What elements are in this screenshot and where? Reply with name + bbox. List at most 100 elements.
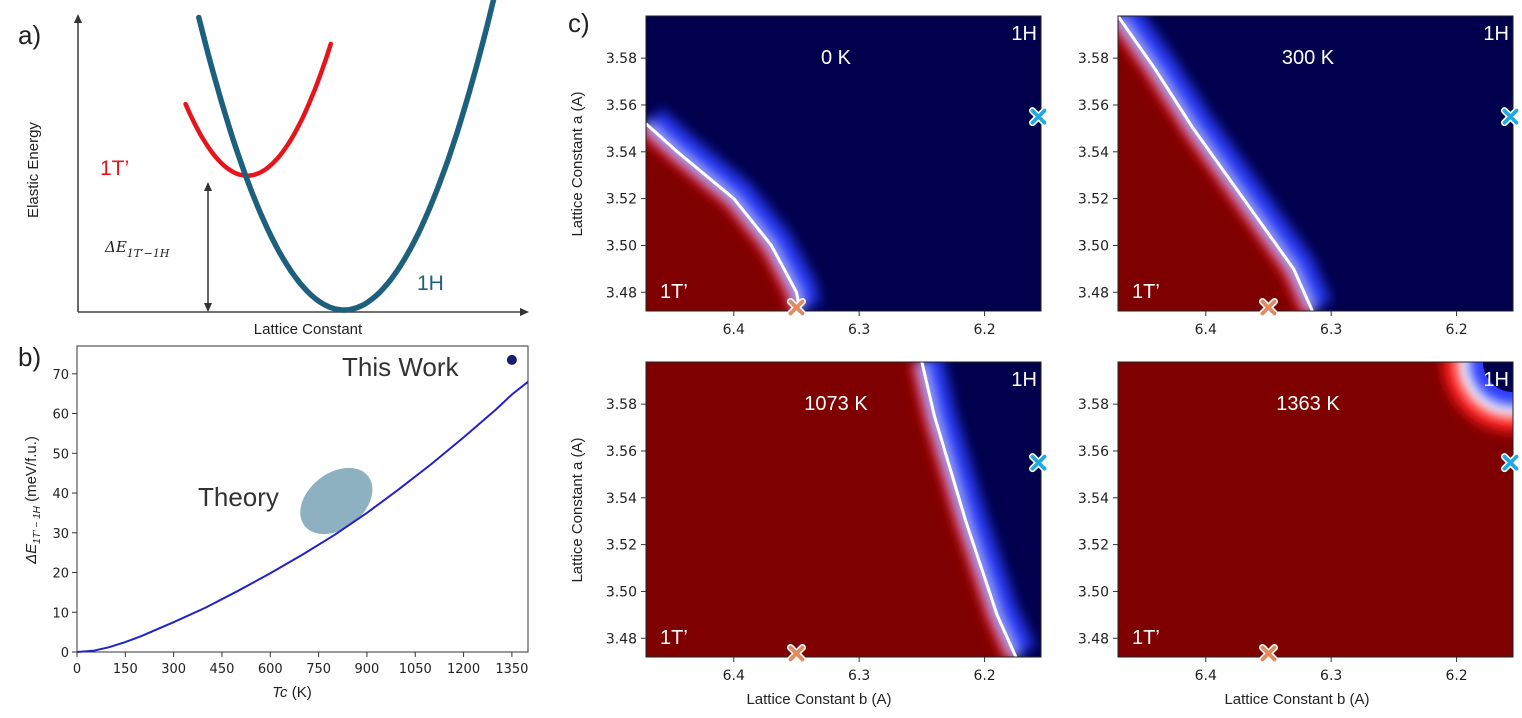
phase-map-area — [646, 362, 1041, 657]
panel-c-x-tick-label: 6.3 — [848, 668, 870, 684]
panel-c-y-tick-label: 3.52 — [606, 192, 637, 208]
panel-letter-c: c) — [568, 8, 590, 38]
panel-c-y-tick-label: 3.54 — [606, 491, 637, 507]
panel-c-y-tick-label: 3.58 — [606, 51, 637, 67]
phase-map-frame — [1117, 361, 1514, 658]
panel-a-elastic-energy: Elastic Energy Lattice Constant 1T’ 1H Δ… — [25, 0, 529, 338]
phase-map-frame — [1117, 15, 1514, 312]
label-1t-region: 1T’ — [1132, 281, 1160, 303]
boundary-line — [1118, 16, 1314, 311]
panel-c-y-tick-label: 3.54 — [1078, 145, 1109, 161]
panel-c-x-tick-label: 6.3 — [1320, 668, 1342, 684]
panel-c-y-tick-label: 3.56 — [1078, 444, 1109, 460]
panel-c-y-tick-label: 3.48 — [606, 631, 637, 647]
phase-1h-region — [1118, 16, 1513, 311]
panel-c-y-tick-label: 3.56 — [1078, 98, 1109, 114]
phase-map-1: 3.48 3.50 3.52 3.54 3.56 3.58 6.4 6.3 6.2 300 K 1H… — [1078, 15, 1520, 338]
marker-1t-experiment — [1258, 643, 1278, 663]
panel-b-x-tick-label: 300 — [161, 662, 186, 677]
panel-b-x-tick-label: 150 — [113, 662, 138, 677]
phase-map-area — [646, 16, 1041, 311]
panel-b-x-tick-label: 0 — [73, 662, 81, 677]
label-1h-region: 1H — [1011, 369, 1037, 391]
label-1t-prime: 1T’ — [100, 157, 129, 180]
label-1h-region: 1H — [1483, 23, 1509, 45]
panel-b-x-tick-label: 900 — [355, 662, 380, 677]
panel-b-y-tick-label: 30 — [52, 527, 69, 542]
phase-1h-region — [646, 16, 1041, 311]
panel-c-y-tick-label: 3.56 — [606, 444, 637, 460]
panel-b-delta-e-vs-tc: 0 150 300 450 600 750 900 1050 1200 1350 0 10 20 30 40… — [23, 345, 529, 701]
temperature-label: 300 K — [1282, 47, 1335, 69]
marker-1h-experiment — [1500, 453, 1520, 473]
panel-b-x-tick-label: 450 — [210, 662, 235, 677]
phase-1h-region — [1483, 362, 1513, 392]
panel-c-y-label-top: Lattice Constant a (A) — [569, 91, 586, 236]
temperature-label: 0 K — [821, 47, 852, 69]
panel-c-phase-maps: 3.48 3.50 3.52 3.54 3.56 3.58 6.4 6.3 6.2 0 K 1H 1T… — [606, 15, 1520, 684]
marker-1h-experiment — [1500, 107, 1520, 127]
panel-c-y-tick-label: 3.58 — [606, 397, 637, 413]
marker-1t-experiment — [786, 643, 806, 663]
phase-map-area — [1118, 16, 1513, 311]
panel-c-x-tick-label: 6.2 — [1445, 322, 1467, 338]
panel-c-y-tick-label: 3.58 — [1078, 397, 1109, 413]
panel-c-y-tick-label: 3.58 — [1078, 51, 1109, 67]
phase-map-3: 3.48 3.50 3.52 3.54 3.56 3.58 6.4 6.3 6.2 1363 K 1… — [1078, 361, 1520, 684]
panel-b-x-label: Tc (K) — [272, 684, 311, 701]
tc-curve — [76, 381, 529, 653]
label-1h-region: 1H — [1011, 23, 1037, 45]
label-1t-region: 1T’ — [1132, 627, 1160, 649]
boundary-blue — [916, 362, 1035, 657]
marker-1t-experiment — [1258, 297, 1278, 317]
phase-map-frame — [645, 15, 1042, 312]
panel-c-x-tick-label: 6.4 — [1195, 322, 1217, 338]
temperature-label: 1363 K — [1276, 393, 1340, 415]
panel-c-y-tick-label: 3.48 — [1078, 631, 1109, 647]
panel-c-x-tick-label: 6.4 — [723, 668, 745, 684]
boundary-blue — [1118, 16, 1332, 311]
this-work-point — [506, 354, 517, 365]
panel-b-ticks: 0 150 300 450 600 750 900 1050 1200 1350 0 10 20 30 40… — [52, 368, 528, 677]
panel-c-x-tick-label: 6.2 — [973, 322, 995, 338]
panel-c-y-tick-label: 3.54 — [606, 145, 637, 161]
panel-a-y-label: Elastic Energy — [25, 122, 42, 218]
panel-b-x-tick-label: 600 — [258, 662, 283, 677]
panel-b-x-tick-label: 1050 — [399, 662, 432, 677]
curve-1h — [196, 0, 497, 313]
panel-b-y-tick-label: 0 — [61, 646, 69, 661]
panel-a-x-label: Lattice Constant — [254, 321, 363, 338]
panel-c-y-tick-label: 3.50 — [1078, 238, 1109, 254]
boundary-blue — [646, 109, 820, 309]
this-work-label: This Work — [342, 352, 460, 382]
panel-c-x-tick-label: 6.2 — [1445, 668, 1467, 684]
panel-c-y-label-bottom: Lattice Constant a (A) — [569, 437, 586, 582]
panel-b-y-tick-label: 40 — [52, 487, 69, 502]
panel-b-y-label-main: ΔE — [23, 543, 40, 565]
panel-letter-a: a) — [18, 20, 41, 50]
panel-b-frame — [76, 345, 529, 653]
boundary-line — [920, 362, 1018, 657]
label-1t-region: 1T’ — [660, 281, 688, 303]
panel-c-y-tick-label: 3.50 — [606, 238, 637, 254]
panel-c-x-label-left: Lattice Constant b (A) — [746, 691, 891, 708]
panel-letter-b: b) — [18, 342, 41, 372]
curve-1t-prime — [183, 41, 334, 178]
panel-c-y-tick-label: 3.48 — [606, 285, 637, 301]
boundary-line — [646, 122, 802, 311]
panel-c-y-tick-label: 3.50 — [606, 584, 637, 600]
phase-1t-region — [1118, 362, 1513, 657]
panel-b-x-tick-label: 1200 — [447, 662, 480, 677]
panel-b-x-label-main: Tc — [272, 684, 288, 701]
panel-c-y-tick-label: 3.56 — [606, 98, 637, 114]
panel-c-x-tick-label: 6.4 — [1195, 668, 1217, 684]
label-1h: 1H — [417, 272, 444, 295]
panel-b-x-tick-label: 750 — [306, 662, 331, 677]
panel-b-y-label-sub: 1T′ − 1H — [32, 505, 43, 544]
panel-b-y-tick-label: 60 — [52, 408, 69, 423]
panel-b-y-label: ΔE1T′ − 1H (meV/f.u.) — [23, 436, 43, 565]
panel-c-x-label-right: Lattice Constant b (A) — [1224, 691, 1369, 708]
panel-b-y-label-unit: (meV/f.u.) — [23, 436, 40, 506]
panel-c-y-tick-label: 3.48 — [1078, 285, 1109, 301]
panel-b-y-tick-label: 20 — [52, 567, 69, 582]
